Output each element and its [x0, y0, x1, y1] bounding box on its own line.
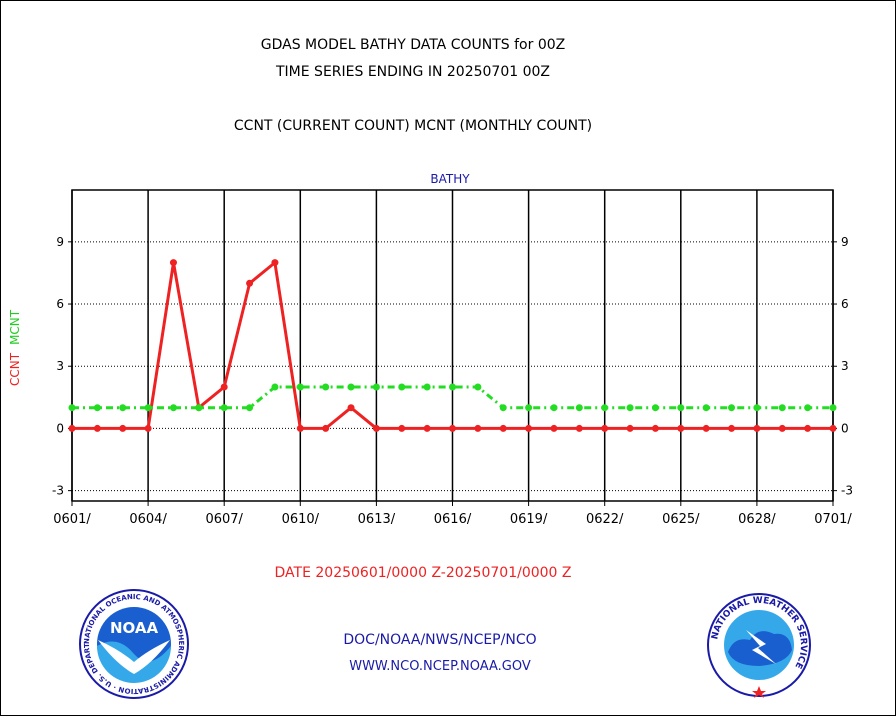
- data-point-ccnt: [93, 424, 101, 432]
- x-tick-label: 0619/: [510, 512, 548, 527]
- data-point-ccnt: [677, 424, 685, 432]
- chart-title-line1: GDAS MODEL BATHY DATA COUNTS for 00Z: [260, 37, 566, 53]
- y-tick-label-left: 0: [56, 421, 64, 435]
- x-tick-label: 0616/: [434, 512, 472, 527]
- data-point-mcnt: [119, 404, 127, 412]
- x-tick-label: 0607/: [205, 512, 243, 527]
- data-point-ccnt: [322, 424, 330, 432]
- data-point-mcnt: [575, 404, 583, 412]
- data-point-mcnt: [753, 404, 761, 412]
- x-tick-label: 0622/: [586, 512, 624, 527]
- plot-border: [71, 189, 834, 502]
- data-point-ccnt: [702, 424, 710, 432]
- data-point-ccnt: [575, 424, 583, 432]
- data-point-ccnt: [372, 424, 380, 432]
- data-point-mcnt: [423, 383, 431, 391]
- grid-layer: [71, 190, 834, 501]
- data-point-mcnt: [804, 404, 812, 412]
- y-tick-label-right: 6: [841, 297, 849, 311]
- data-point-mcnt: [93, 404, 101, 412]
- data-point-mcnt: [372, 383, 380, 391]
- data-point-ccnt: [220, 383, 228, 391]
- data-point-mcnt: [550, 404, 558, 412]
- x-tick-label: 0625/: [662, 512, 700, 527]
- data-point-mcnt: [169, 404, 177, 412]
- data-point-ccnt: [728, 424, 736, 432]
- data-point-ccnt: [449, 424, 456, 432]
- y-tick-label-left: 9: [56, 235, 64, 249]
- data-point-ccnt: [271, 259, 279, 267]
- data-point-mcnt: [144, 404, 152, 412]
- noaa-logo-icon: NOAA NATIONAL OCEANIC AND ATMOSPHERIC AD…: [78, 588, 189, 699]
- data-point-ccnt: [68, 424, 76, 432]
- data-point-mcnt: [829, 404, 837, 412]
- data-point-mcnt: [778, 404, 786, 412]
- credit-line-1: DOC/NOAA/NWS/NCEP/NCO: [343, 632, 537, 648]
- x-tick-label: 0610/: [282, 512, 320, 527]
- y-tick-label-right: 0: [841, 421, 849, 435]
- data-point-ccnt: [119, 424, 127, 432]
- data-point-mcnt: [220, 404, 228, 412]
- data-point-ccnt: [296, 424, 304, 432]
- y-tick-label-right: -3: [841, 484, 853, 498]
- x-tick-label: 0604/: [129, 512, 167, 527]
- data-point-mcnt: [651, 404, 659, 412]
- panel-title: BATHY: [430, 172, 470, 186]
- data-point-mcnt: [271, 383, 279, 391]
- y-tick-label-left: 3: [56, 359, 64, 373]
- data-point-ccnt: [499, 424, 507, 432]
- data-point-mcnt: [525, 404, 533, 412]
- data-point-ccnt: [753, 424, 761, 432]
- data-point-ccnt: [601, 424, 609, 432]
- data-point-mcnt: [449, 383, 456, 391]
- data-point-ccnt: [169, 259, 177, 267]
- data-point-ccnt: [525, 424, 533, 432]
- data-point-ccnt: [626, 424, 634, 432]
- data-point-mcnt: [474, 383, 482, 391]
- data-point-mcnt: [499, 404, 507, 412]
- data-point-mcnt: [195, 404, 203, 412]
- data-point-mcnt: [347, 383, 355, 391]
- x-tick-label: 0701/: [814, 512, 852, 527]
- credit-line-2: WWW.NCO.NCEP.NOAA.GOV: [349, 659, 531, 674]
- x-tick-label: 0628/: [738, 512, 776, 527]
- y-tick-label-right: 3: [841, 359, 849, 373]
- data-point-ccnt: [550, 424, 558, 432]
- x-tick-label: 0613/: [358, 512, 396, 527]
- data-point-mcnt: [728, 404, 736, 412]
- data-point-ccnt: [347, 404, 355, 412]
- data-point-ccnt: [778, 424, 786, 432]
- data-point-mcnt: [677, 404, 685, 412]
- data-point-ccnt: [474, 424, 482, 432]
- chart-title-line2: TIME SERIES ENDING IN 20250701 00Z: [276, 64, 550, 80]
- chart-subtitle: CCNT (CURRENT COUNT) MCNT (MONTHLY COUNT…: [233, 118, 593, 134]
- data-point-ccnt: [246, 279, 254, 287]
- nws-logo-icon: NATIONAL WEATHER SERVICE: [707, 593, 811, 698]
- data-point-ccnt: [829, 424, 837, 432]
- data-point-mcnt: [601, 404, 609, 412]
- data-point-ccnt: [804, 424, 812, 432]
- y-tick-label-left: -3: [52, 484, 64, 498]
- data-point-mcnt: [246, 404, 254, 412]
- y-tick-label-left: 6: [56, 297, 64, 311]
- y-tick-label-right: 9: [841, 235, 849, 249]
- data-point-ccnt: [651, 424, 659, 432]
- data-point-mcnt: [322, 383, 330, 391]
- data-point-ccnt: [144, 424, 152, 432]
- data-point-mcnt: [626, 404, 634, 412]
- date-range: DATE 20250601/0000 Z-20250701/0000 Z: [274, 565, 572, 581]
- data-point-mcnt: [68, 404, 76, 412]
- data-point-ccnt: [423, 424, 431, 432]
- data-point-mcnt: [398, 383, 406, 391]
- data-point-ccnt: [398, 424, 406, 432]
- data-point-mcnt: [702, 404, 710, 412]
- x-tick-label: 0601/: [53, 512, 91, 527]
- axis-layer: -3 -3 0 0 3 3 6 6 9 9 0601/0604/0607/0610/0613/061…: [52, 189, 853, 527]
- noaa-logo-text: NOAA: [110, 619, 159, 637]
- star-icon: [752, 686, 766, 698]
- data-point-mcnt: [296, 383, 304, 391]
- series-layer: [68, 259, 837, 432]
